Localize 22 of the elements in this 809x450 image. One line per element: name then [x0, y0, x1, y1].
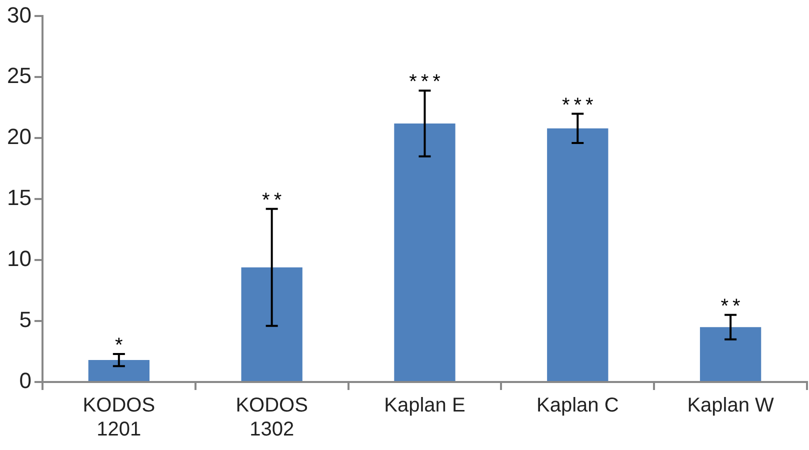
x-tick-label: Kaplan W [687, 394, 774, 417]
y-tick-label: 0 [19, 368, 32, 394]
bar [547, 128, 608, 381]
annotation: *** [562, 94, 598, 116]
y-tick-label: 5 [19, 307, 32, 332]
y-tick-label: 20 [6, 124, 32, 150]
y-tick-label: 15 [6, 185, 32, 210]
y-tick-label: 10 [6, 246, 32, 272]
bar [394, 124, 456, 381]
x-tick-label: KODOS 1201 [82, 394, 156, 441]
annotation: * [115, 334, 127, 356]
annotation: ** [720, 295, 744, 318]
x-tick-label: Kaplan C [536, 394, 619, 417]
annotation: ** [262, 189, 286, 212]
x-tick-label: Kaplan E [384, 394, 466, 417]
bar [700, 327, 762, 381]
annotation: *** [409, 71, 444, 94]
x-tick-label: KODOS 1302 [236, 394, 308, 441]
bar [241, 267, 302, 381]
bar [88, 360, 150, 381]
y-tick-label: 25 [6, 63, 32, 88]
y-tick-label: 30 [6, 2, 32, 28]
